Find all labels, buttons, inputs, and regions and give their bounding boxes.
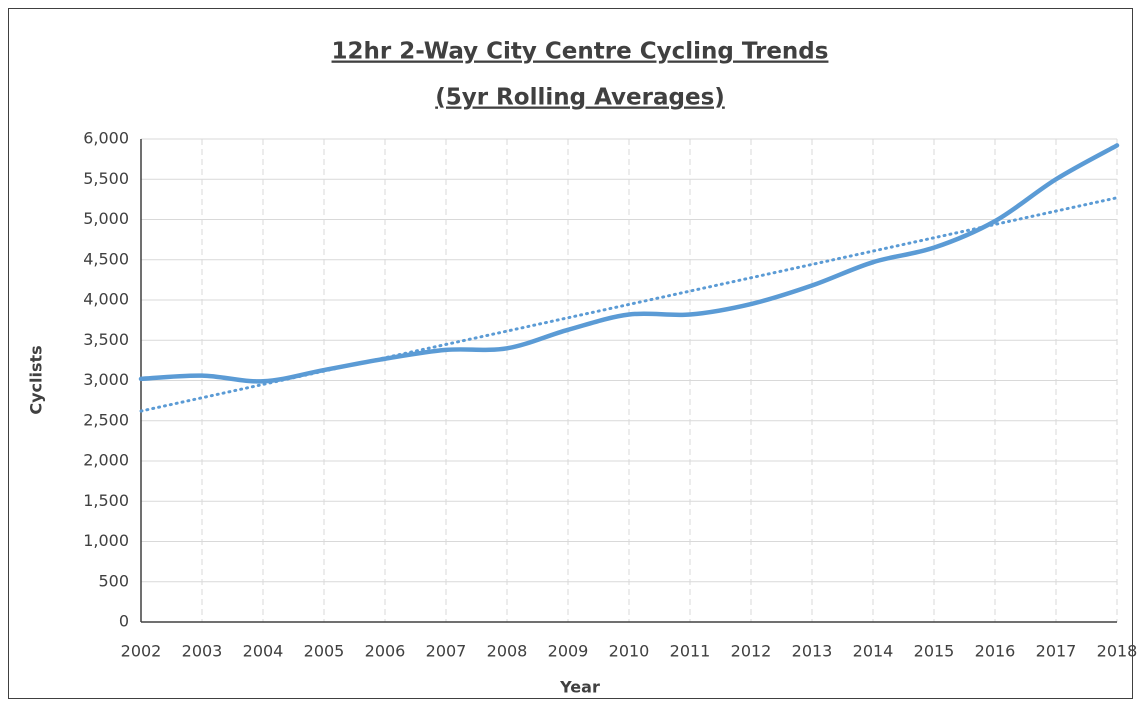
y-tick-label: 4,000 <box>83 290 129 309</box>
x-axis-title: Year <box>559 678 600 697</box>
y-tick-label: 2,000 <box>83 451 129 470</box>
x-tick-label: 2006 <box>365 642 406 661</box>
x-tick-label: 2017 <box>1036 642 1077 661</box>
y-axis-title: Cyclists <box>27 345 46 414</box>
x-tick-label: 2013 <box>792 642 833 661</box>
x-tick-label: 2010 <box>609 642 650 661</box>
x-tick-label: 2007 <box>426 642 467 661</box>
y-tick-label: 500 <box>98 571 129 590</box>
x-tick-label: 2018 <box>1097 642 1138 661</box>
chart-subtitle: (5yr Rolling Averages) <box>435 85 725 111</box>
y-tick-label: 4,500 <box>83 249 129 268</box>
y-tick-label: 5,500 <box>83 169 129 188</box>
y-tick-label: 3,000 <box>83 370 129 389</box>
y-tick-label: 5,000 <box>83 209 129 228</box>
x-tick-label: 2012 <box>731 642 772 661</box>
x-tick-label: 2004 <box>243 642 284 661</box>
y-tick-label: 1,000 <box>83 531 129 550</box>
x-tick-label: 2008 <box>487 642 528 661</box>
chart-title: 12hr 2-Way City Centre Cycling Trends <box>332 39 829 65</box>
y-tick-label: 3,500 <box>83 330 129 349</box>
y-tick-label: 1,500 <box>83 491 129 510</box>
y-tick-label: 0 <box>119 612 129 631</box>
y-tick-label: 2,500 <box>83 410 129 429</box>
x-tick-label: 2016 <box>975 642 1016 661</box>
x-tick-label: 2011 <box>670 642 711 661</box>
x-tick-label: 2015 <box>914 642 955 661</box>
x-tick-label: 2003 <box>182 642 223 661</box>
x-tick-label: 2009 <box>548 642 589 661</box>
x-tick-label: 2014 <box>853 642 894 661</box>
x-tick-label: 2005 <box>304 642 345 661</box>
line-series <box>138 143 1120 384</box>
x-tick-label: 2002 <box>121 642 162 661</box>
y-tick-label: 6,000 <box>83 129 129 148</box>
chart-border <box>8 8 1133 699</box>
